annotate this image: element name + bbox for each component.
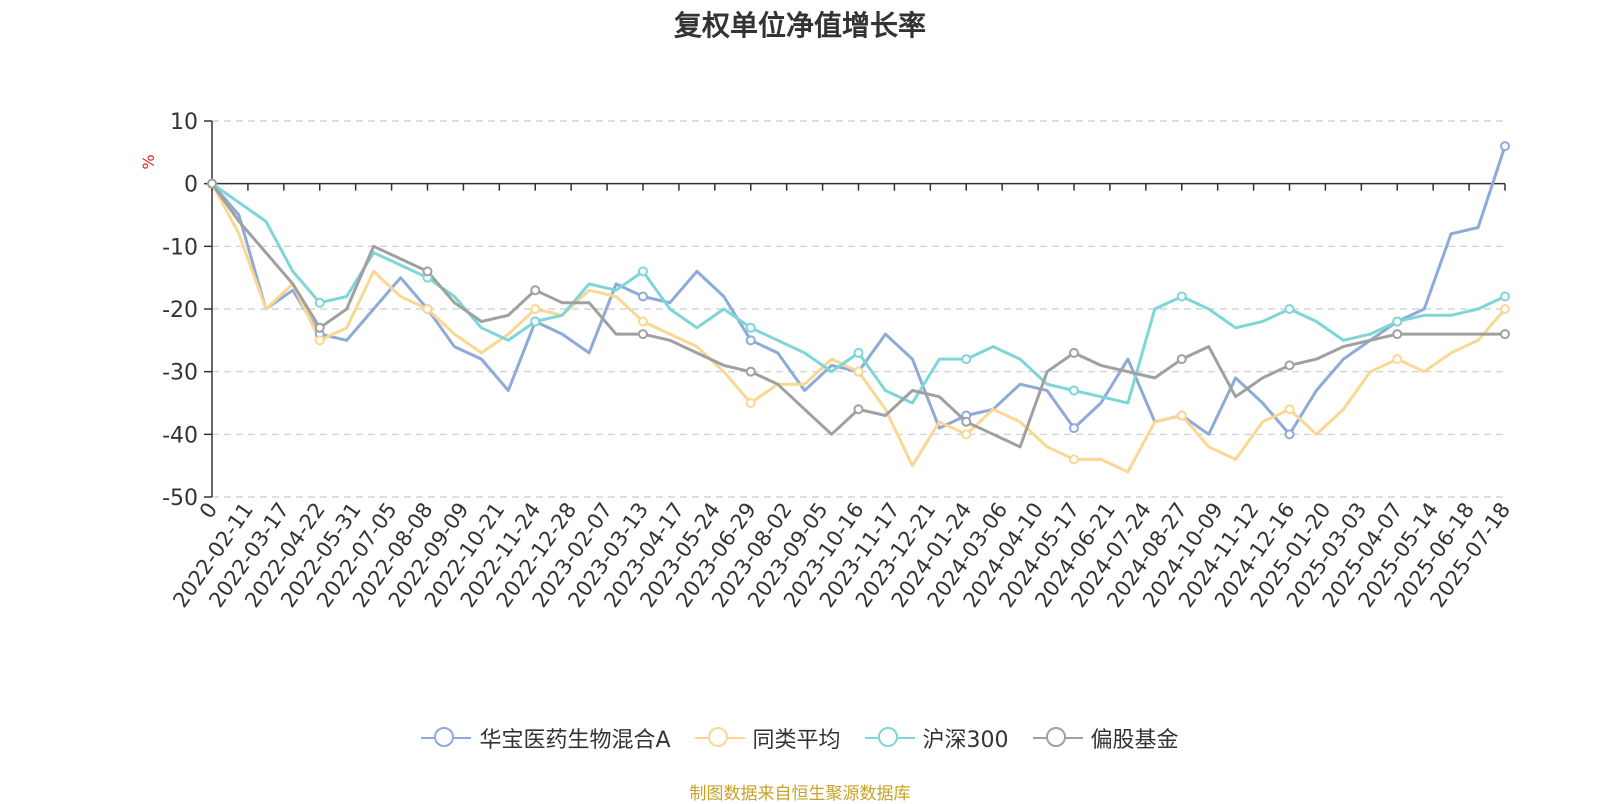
data-point [745,366,756,377]
data-point [1284,360,1295,371]
legend-swatch-icon [864,726,915,750]
x-tick-label: 0 [195,498,222,523]
data-point [1176,354,1187,365]
data-point [314,297,325,308]
y-tick-label: -30 [162,361,198,386]
data-point [207,178,217,189]
y-tick-label: -50 [162,486,198,511]
data-point [853,347,864,358]
data-point [1392,316,1403,327]
chart-legend: 华宝医药生物混合A 同类平均 沪深300 偏股基金 [0,722,1600,754]
legend-swatch-icon [421,726,472,750]
data-point [745,322,756,333]
data-point [745,335,756,346]
legend-label: 沪深300 [922,728,1009,753]
data-point [1069,385,1079,396]
data-point [530,316,541,327]
legend-item[interactable]: 偏股基金 [1032,722,1179,754]
legend-label: 偏股基金 [1090,728,1179,753]
data-point [745,398,756,408]
series-line-1 [210,182,1507,474]
data-point [1500,141,1510,152]
data-point [1500,291,1510,302]
chart-title: 复权单位净值增长率 [673,9,926,42]
data-point [961,416,972,427]
series-markers [207,141,1510,465]
data-point [638,329,648,340]
data-point [1284,429,1295,440]
data-point [1069,347,1079,358]
data-point [1392,354,1403,365]
legend-item[interactable]: 同类平均 [694,722,841,754]
y-tick-label: -20 [162,298,198,323]
data-point [530,304,541,314]
y-tick-label: 0 [184,173,198,198]
y-tick-labels: 10 0 -10 -20 -30 -40 -50 [162,110,198,511]
data-point [638,291,648,302]
grid-lines [212,120,1505,498]
y-tick-label: -40 [162,423,198,448]
data-point [1284,304,1295,314]
data-point [314,322,325,333]
legend-swatch-icon [694,726,745,750]
data-point [853,366,864,377]
data-point [1284,404,1295,415]
data-point [638,316,648,327]
data-point [961,429,972,440]
x-tick-labels: 02022-02-112022-03-172022-04-222022-05-3… [168,498,1515,612]
legend-item[interactable]: 华宝医药生物混合A [421,722,671,754]
data-point [1392,329,1403,340]
data-point [1176,410,1187,421]
legend-item[interactable]: 沪深300 [864,722,1009,754]
data-point [1069,423,1079,434]
data-source-note: 制图数据来自恒生聚源数据库 [689,784,911,804]
data-point [638,266,648,277]
data-point [853,404,864,415]
data-point [1176,291,1187,302]
data-point [961,354,972,365]
data-point [422,266,433,277]
legend-label: 华宝医药生物混合A [479,728,671,753]
y-axis-unit-label: % [139,154,158,169]
legend-swatch-icon [1032,726,1083,750]
data-point [1500,304,1510,314]
data-point [422,304,433,314]
data-point [530,285,541,296]
data-point [1069,454,1079,465]
data-point [314,335,325,346]
y-tick-label: 10 [170,110,198,135]
legend-label: 同类平均 [752,728,841,753]
y-tick-label: -10 [162,235,198,260]
data-point [1500,329,1510,340]
